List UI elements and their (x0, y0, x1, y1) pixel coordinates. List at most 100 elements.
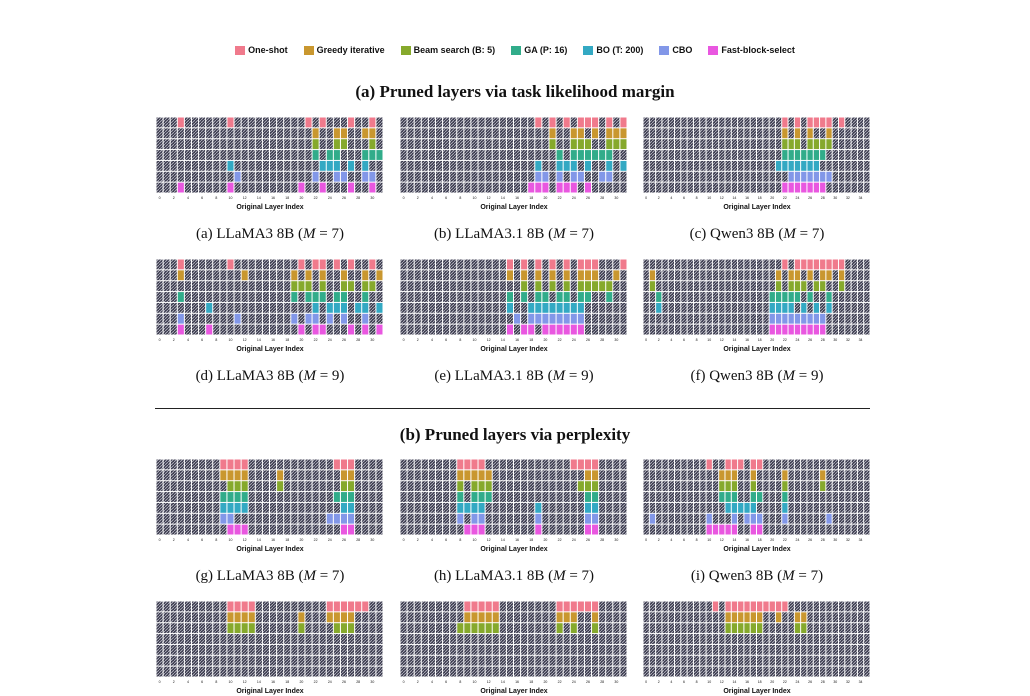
pruned-layer-cell (348, 481, 355, 492)
pruned-layer-cell (750, 513, 756, 524)
kept-layer-cell (326, 324, 333, 335)
kept-layer-cell (649, 524, 656, 535)
pruned-layer-cell (464, 601, 471, 612)
kept-layer-cell (199, 139, 206, 150)
pruned-layer-cell (535, 302, 542, 313)
kept-layer-cell (206, 171, 213, 182)
x-tick-label: 26 (808, 680, 812, 684)
kept-layer-cell (606, 492, 613, 502)
heatmap-panel: 0 2 4 6 8 10 12 14 16 18 20 22 24 26 28 30 Original Laye… (156, 601, 384, 696)
kept-layer-cell (535, 655, 542, 666)
kept-layer-cell (400, 128, 407, 139)
kept-layer-cell (305, 302, 312, 313)
pruned-layer-cell (234, 601, 241, 612)
pruned-layer-cell (813, 259, 820, 270)
kept-layer-cell (706, 117, 712, 128)
kept-layer-cell (700, 313, 706, 324)
x-tick-label: 0 (403, 196, 405, 200)
pruned-layer-cell (757, 492, 763, 502)
kept-layer-cell (184, 292, 191, 302)
kept-layer-cell (312, 666, 319, 677)
kept-layer-cell (662, 612, 668, 623)
kept-layer-cell (535, 324, 542, 335)
legend-swatch (708, 45, 719, 55)
kept-layer-cell (284, 139, 291, 150)
kept-layer-cell (163, 524, 170, 535)
pruned-layer-cell (485, 623, 492, 634)
pruned-layer-cell (813, 139, 820, 150)
x-tick-label: 30 (833, 196, 837, 200)
kept-layer-cell (570, 502, 577, 513)
x-tick-label: 14 (501, 538, 505, 542)
caption-variable: M (303, 226, 316, 242)
kept-layer-cell (355, 281, 362, 292)
caption-prefix: (b) LLaMA3.1 8B ( (433, 226, 554, 242)
x-tick-label: 2 (173, 680, 175, 684)
kept-layer-cell (262, 313, 269, 324)
kept-layer-cell (156, 644, 163, 655)
kept-layer-cell (649, 644, 656, 655)
heatmap-panel: 0 2 4 6 8 10 12 14 16 18 20 22 24 26 28 30 Original Laye… (156, 259, 384, 354)
x-tick-label: 6 (201, 196, 203, 200)
kept-layer-cell (620, 623, 627, 634)
pruned-layer-cell (820, 481, 826, 492)
pruned-layer-cell (248, 612, 255, 623)
pruned-layer-cell (348, 601, 355, 612)
kept-layer-cell (255, 644, 262, 655)
pruned-layer-cell (556, 160, 563, 171)
kept-layer-cell (693, 655, 700, 666)
kept-layer-cell (693, 171, 700, 182)
kept-layer-cell (156, 259, 163, 270)
kept-layer-cell (234, 644, 241, 655)
kept-layer-cell (599, 634, 606, 644)
kept-layer-cell (170, 502, 177, 513)
kept-layer-cell (662, 281, 668, 292)
x-tick-label: 2 (658, 338, 660, 342)
kept-layer-cell (443, 259, 450, 270)
kept-layer-cell (528, 281, 535, 292)
kept-layer-cell (788, 601, 794, 612)
kept-layer-cell (492, 655, 499, 666)
kept-layer-cell (428, 292, 435, 302)
kept-layer-cell (620, 481, 627, 492)
kept-layer-cell (744, 492, 750, 502)
kept-layer-cell (528, 492, 535, 502)
pruned-layer-cell (592, 623, 599, 634)
kept-layer-cell (668, 281, 675, 292)
kept-layer-cell (668, 634, 675, 644)
kept-layer-cell (241, 139, 248, 150)
x-tick-label: 4 (431, 680, 433, 684)
kept-layer-cell (376, 601, 383, 612)
kept-layer-cell (744, 160, 750, 171)
kept-layer-cell (864, 666, 870, 677)
pruned-layer-cell (769, 292, 775, 302)
kept-layer-cell (687, 459, 693, 470)
kept-layer-cell (227, 302, 234, 313)
kept-layer-cell (826, 623, 832, 634)
kept-layer-cell (400, 612, 407, 623)
kept-layer-cell (820, 612, 826, 623)
kept-layer-cell (668, 259, 675, 270)
kept-layer-cell (864, 128, 870, 139)
pruned-layer-cell (820, 171, 826, 182)
kept-layer-cell (284, 128, 291, 139)
kept-layer-cell (284, 470, 291, 481)
kept-layer-cell (450, 666, 457, 677)
kept-layer-cell (319, 313, 326, 324)
x-tick-label: 10 (473, 196, 477, 200)
kept-layer-cell (499, 160, 506, 171)
pruned-layer-cell (528, 313, 535, 324)
kept-layer-cell (376, 492, 383, 502)
kept-layer-cell (662, 655, 668, 666)
kept-layer-cell (738, 655, 744, 666)
kept-layer-cell (556, 459, 563, 470)
x-tick-label: 0 (159, 196, 161, 200)
kept-layer-cell (333, 644, 340, 655)
kept-layer-cell (213, 302, 220, 313)
pruned-layer-cell (319, 160, 326, 171)
kept-layer-cell (400, 292, 407, 302)
kept-layer-cell (348, 128, 355, 139)
kept-layer-cell (333, 634, 340, 644)
kept-layer-cell (693, 160, 700, 171)
kept-layer-cell (478, 313, 485, 324)
